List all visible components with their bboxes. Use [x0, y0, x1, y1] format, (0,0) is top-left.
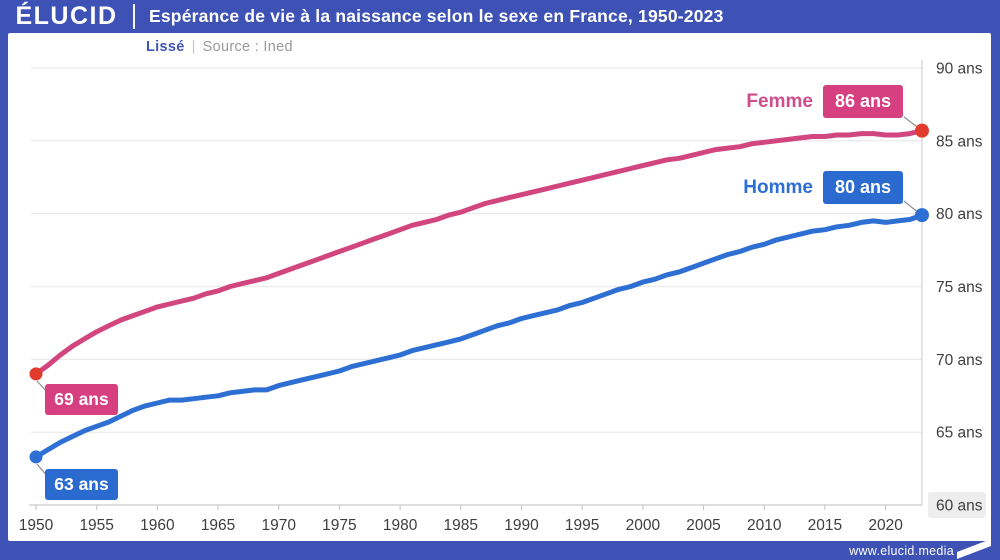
homme-series-label: Homme — [743, 176, 813, 198]
subtitle-separator: | — [191, 39, 196, 55]
femme-series-annotation: Femme 86 ans — [746, 85, 903, 118]
elucid-flag-icon — [957, 539, 991, 559]
website-link[interactable]: www.elucid.media — [849, 544, 954, 558]
page-title: Espérance de vie à la naissance selon le… — [149, 6, 724, 26]
elucid-logo: ÉLUCID — [15, 2, 118, 30]
header-separator — [133, 4, 135, 29]
homme-series-annotation: Homme 80 ans — [743, 171, 903, 204]
homme-end-value-badge: 80 ans — [822, 171, 903, 204]
chart-subtitle: Lissé | Source : Ined — [146, 39, 293, 55]
source-label: Source : Ined — [202, 39, 293, 55]
femme-series-label: Femme — [746, 90, 813, 112]
footer-bar: www.elucid.media — [0, 539, 1000, 560]
header: ÉLUCID Espérance de vie à la naissance s… — [0, 0, 1000, 33]
smoothing-label: Lissé — [146, 39, 185, 55]
femme-start-value-badge: 69 ans — [45, 384, 118, 415]
femme-end-value-badge: 86 ans — [822, 85, 903, 118]
homme-start-value-badge: 63 ans — [45, 469, 118, 500]
